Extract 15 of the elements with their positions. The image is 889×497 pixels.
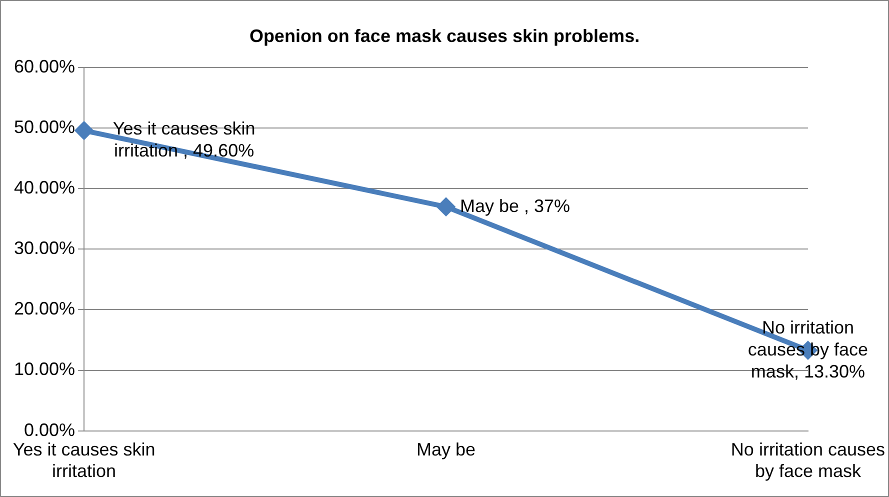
y-tick-label: 20.00% — [14, 298, 76, 319]
y-tick-label: 60.00% — [14, 56, 76, 77]
y-tick-label: 40.00% — [14, 178, 76, 198]
x-tick-label: No irritation causes by face mask — [730, 440, 886, 482]
point — [436, 197, 456, 216]
point — [74, 121, 94, 140]
data-label: May be , 37% — [460, 196, 570, 216]
data-label: Yes it causes skin irritation , 49.60% — [112, 118, 256, 161]
x-tick-label: May be — [416, 440, 476, 460]
x-tick-label: Yes it causes skin irritation — [12, 440, 156, 482]
y-tick-label: 30.00% — [14, 238, 76, 258]
y-tick-label: 50.00% — [14, 117, 76, 138]
y-tick-label: 10.00% — [14, 359, 76, 380]
chart-title: Openion on face mask causes skin problems. — [249, 26, 640, 46]
y-tick-label: 0.00% — [24, 420, 76, 440]
